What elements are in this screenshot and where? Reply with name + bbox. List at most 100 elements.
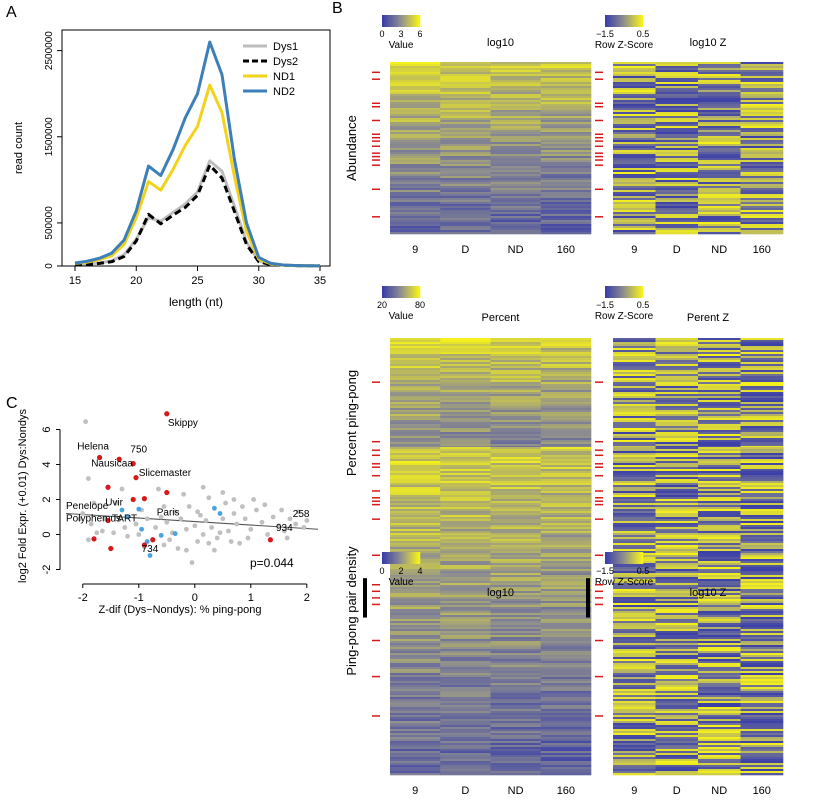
scatter-point-grey	[153, 525, 159, 530]
heatmap-cell	[698, 352, 741, 355]
heatmap-cell	[698, 511, 741, 514]
heatmap-cell	[613, 438, 656, 441]
heatmap-cell	[740, 541, 784, 544]
heatmap-cell	[655, 404, 699, 407]
color-key-tick: 0	[379, 29, 384, 39]
heatmap-cell	[613, 142, 656, 145]
scatter-point-grey	[175, 546, 181, 551]
heatmap-cell	[390, 220, 441, 223]
heatmap-cell	[613, 214, 656, 217]
heatmap-cell	[740, 98, 784, 101]
heatmap-cell	[698, 667, 741, 670]
heatmap-cell	[613, 90, 656, 93]
heatmap-cell	[540, 410, 592, 413]
color-key-segment	[395, 286, 398, 298]
heatmap-cell	[613, 729, 656, 732]
heatmap-cell	[655, 601, 699, 604]
scatter-point-blue	[125, 514, 130, 520]
heatmap-cell	[740, 384, 784, 387]
heatmap-cell	[655, 192, 699, 195]
heatmap-cell	[440, 146, 491, 149]
heatmap-cell	[540, 683, 592, 686]
heatmap-cell	[440, 691, 491, 694]
heatmap-cell	[698, 346, 741, 349]
color-key-segment	[633, 552, 636, 564]
color-key-segment	[406, 552, 409, 564]
heatmap-cell	[490, 723, 542, 726]
heatmap-cell	[655, 743, 699, 746]
heatmap-cell	[613, 449, 656, 452]
heatmap-cell	[613, 164, 656, 167]
y-tick-label: -2	[41, 565, 53, 575]
heatmap-cell	[613, 344, 656, 347]
heatmap-cell	[698, 424, 741, 427]
heatmap-cell	[613, 487, 656, 490]
heatmap-cell	[540, 78, 592, 81]
heatmap-cell	[390, 471, 441, 474]
heatmap-cell	[740, 108, 784, 111]
heatmap-cell	[613, 444, 656, 447]
heatmap-cell	[613, 368, 656, 371]
heatmap-cell	[490, 675, 542, 678]
heatmap-cell	[390, 352, 441, 355]
heatmap-cell	[655, 449, 699, 452]
heatmap-cell	[390, 497, 441, 500]
heatmap-cell	[740, 118, 784, 121]
heatmap-cell	[740, 112, 784, 115]
heatmap-cell	[655, 531, 699, 534]
heatmap-cell	[390, 102, 441, 105]
heatmap-cell	[740, 713, 784, 716]
heatmap-cell	[490, 685, 542, 688]
heatmap-cell	[390, 721, 441, 724]
heatmap-cell	[440, 619, 491, 622]
heatmap-cell	[655, 597, 699, 600]
heatmap-cell	[540, 214, 592, 217]
heatmap-cell	[390, 691, 441, 694]
heatmap-cell	[698, 711, 741, 714]
heatmap-cell	[440, 745, 491, 748]
heatmap-cell	[390, 543, 441, 546]
heatmap-cell	[740, 501, 784, 504]
heatmap-cell	[440, 116, 491, 119]
heatmap-cell	[740, 451, 784, 454]
heatmap-cell	[740, 208, 784, 211]
heatmap-cell	[540, 186, 592, 189]
heatmap-cell	[490, 537, 542, 540]
color-key-segment	[397, 15, 400, 27]
heatmap-cell	[490, 118, 542, 121]
heatmap-cell	[440, 689, 491, 692]
heatmap-cell	[655, 599, 699, 602]
heatmap-cell	[740, 715, 784, 718]
heatmap-cell	[390, 126, 441, 129]
heatmap-cell	[440, 180, 491, 183]
heatmap-cell	[440, 539, 491, 542]
heatmap-cell	[698, 657, 741, 660]
heatmap-cell	[740, 422, 784, 425]
heatmap-cell	[698, 428, 741, 431]
heatmap-cell	[390, 527, 441, 530]
heatmap-cell	[490, 380, 542, 383]
heatmap-cell	[490, 747, 542, 750]
heatmap-cell	[655, 675, 699, 678]
heatmap-cell	[390, 418, 441, 421]
heatmap-cell	[655, 372, 699, 375]
heatmap-cell	[440, 100, 491, 103]
heatmap-cell	[490, 763, 542, 766]
heatmap-cell	[613, 581, 656, 584]
color-key-segment	[639, 552, 642, 564]
heatmap-cell	[390, 711, 441, 714]
panel-letter-b: B	[332, 0, 343, 17]
heatmap-cell	[613, 533, 656, 536]
color-key-segment	[395, 15, 398, 27]
heatmap-cell	[698, 715, 741, 718]
heatmap-cell	[540, 549, 592, 552]
heatmap-cell	[613, 386, 656, 389]
heatmap-cell	[740, 64, 784, 67]
scatter-point-grey	[88, 521, 94, 527]
heatmap-cell	[698, 412, 741, 415]
heatmap-cell	[440, 200, 491, 203]
heatmap-cell	[390, 170, 441, 173]
heatmap-cell	[490, 619, 542, 622]
heatmap-cell	[390, 354, 441, 357]
heatmap-cell	[698, 214, 741, 217]
